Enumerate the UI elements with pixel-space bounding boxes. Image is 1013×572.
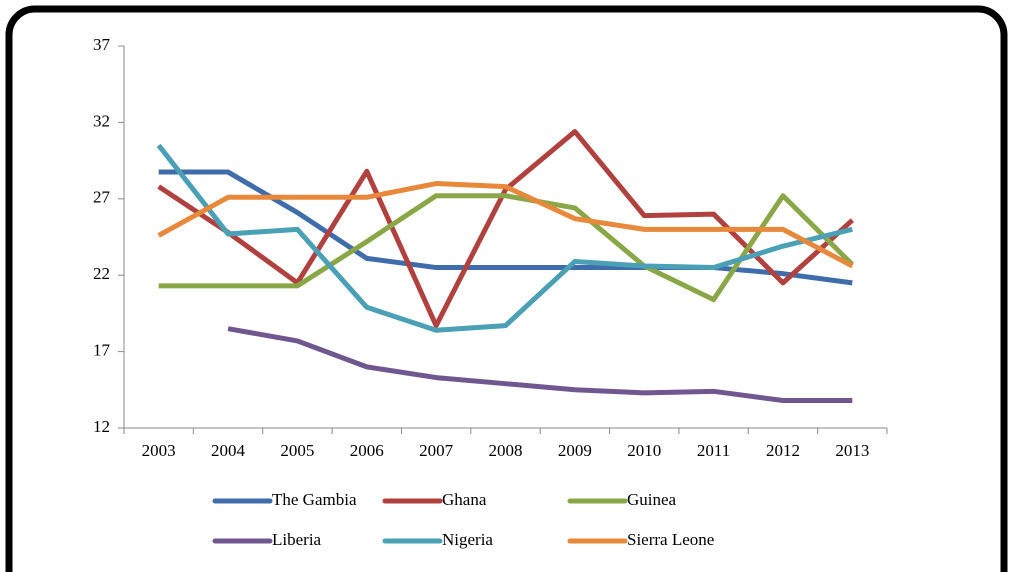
- series-line: [156, 143, 853, 333]
- x-tick-label: 2008: [489, 441, 523, 460]
- series-line: [227, 326, 853, 403]
- x-tick-label: 2010: [627, 441, 661, 460]
- legend-label: The Gambia: [272, 490, 357, 509]
- legend-label: Ghana: [442, 490, 487, 509]
- legend-label: Guinea: [627, 490, 677, 509]
- x-tick-label: 2006: [350, 441, 384, 460]
- y-tick-label: 22: [93, 264, 110, 283]
- y-tick-label: 32: [93, 111, 110, 130]
- x-tick-label: 2005: [280, 441, 314, 460]
- x-tick-label: 2007: [419, 441, 454, 460]
- x-tick-label: 2004: [211, 441, 246, 460]
- x-tick-label: 2013: [835, 441, 869, 460]
- y-tick-label: 27: [93, 188, 111, 207]
- x-tick-label: 2009: [558, 441, 592, 460]
- y-tick-label: 37: [93, 35, 111, 54]
- legend-label: Sierra Leone: [627, 530, 714, 549]
- x-tick-label: 2012: [766, 441, 800, 460]
- x-tick-label: 2003: [142, 441, 176, 460]
- series-line: [157, 129, 854, 329]
- series-line: [158, 193, 855, 303]
- frame: [5, 5, 1008, 572]
- legend-label: Liberia: [272, 530, 322, 549]
- y-tick-label: 17: [93, 341, 111, 360]
- y-tick-label: 12: [93, 417, 110, 436]
- legend-label: Nigeria: [442, 530, 493, 549]
- x-tick-label: 2011: [697, 441, 730, 460]
- series-line: [157, 181, 854, 269]
